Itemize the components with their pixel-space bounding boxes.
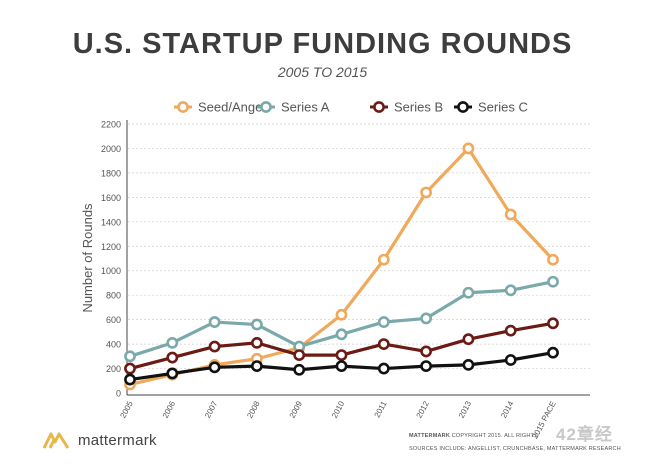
data-point (335, 328, 348, 341)
x-tick-label: 2007 (203, 399, 220, 419)
y-tick-labels: 0 200 400 600 800 1000 1200 1400 1600 1800 2000 220… (101, 120, 121, 399)
y-tick-label: 800 (106, 291, 121, 301)
data-point (420, 186, 432, 199)
data-point (462, 333, 475, 346)
x-tick-label: 2013 (457, 399, 474, 419)
legend-label: Series A (281, 100, 330, 115)
series-lines (124, 142, 559, 391)
y-tick-label: 0 (116, 389, 121, 399)
data-point (504, 208, 517, 221)
data-point (335, 349, 348, 361)
x-tick-label: 2006 (161, 399, 178, 419)
series-series-b (124, 317, 559, 375)
data-point (250, 318, 263, 331)
footer-copyright: MATTERMARK COPYRIGHT 2015. ALL RIGHTS (409, 433, 538, 439)
data-point (462, 358, 475, 371)
data-point (420, 345, 432, 358)
data-point (547, 346, 559, 359)
legend-label: Series C (478, 100, 528, 115)
footer-brand: MATTERMARK (409, 433, 451, 439)
y-tick-label: 1400 (101, 217, 121, 227)
x-tick-label: 2008 (245, 399, 262, 419)
x-tick-label: 2012 (415, 399, 432, 419)
chart-title: U.S. STARTUP FUNDING ROUNDS (72, 28, 573, 60)
y-tick-label: 1600 (101, 193, 121, 203)
data-point (504, 354, 517, 366)
mattermark-logo: mattermark (42, 430, 157, 450)
data-point (250, 360, 263, 372)
series-series-c (124, 346, 559, 386)
y-tick-label: 1200 (101, 242, 121, 252)
x-tick-label: 2009 (288, 399, 305, 419)
data-point (335, 360, 348, 372)
logo-text: mattermark (78, 431, 157, 449)
data-point (547, 275, 559, 288)
footer-sources: SOURCES INCLUDE: ANGELLIST, CRUNCHBASE, … (409, 446, 621, 452)
data-point (462, 286, 475, 299)
data-point (208, 361, 221, 374)
x-tick-label: 2011 (373, 399, 389, 419)
legend-swatch-marker (260, 101, 272, 113)
x-tick-label: 2010 (330, 399, 347, 419)
legend-label: Series B (394, 100, 443, 115)
legend: Seed/Angel Series A Series B Series C (174, 100, 528, 115)
legend-swatch-marker (177, 101, 189, 113)
y-tick-label: 1000 (101, 266, 121, 276)
data-point (377, 316, 390, 328)
data-point (208, 340, 221, 353)
data-point (504, 324, 517, 337)
data-point (124, 350, 136, 363)
data-point (250, 336, 263, 349)
data-point (293, 363, 306, 376)
legend-label: Seed/Angel (198, 100, 265, 115)
y-tick-label: 2000 (101, 144, 121, 154)
data-point (166, 351, 179, 364)
footer-copyright-text: COPYRIGHT 2015. ALL RIGHTS (451, 433, 538, 439)
data-point (293, 349, 306, 361)
axes (126, 120, 590, 396)
y-tick-label: 200 (106, 364, 121, 374)
data-point (547, 317, 559, 330)
data-point (166, 367, 179, 380)
watermark: 42章经 (556, 425, 613, 444)
data-point (166, 336, 179, 349)
x-tick-label: 2005 (118, 399, 135, 419)
data-point (420, 312, 432, 325)
data-point (377, 338, 390, 350)
data-point (547, 253, 559, 266)
data-point (335, 308, 348, 321)
data-point (124, 362, 136, 375)
series-line (129, 146, 555, 386)
data-point (377, 362, 390, 375)
y-tick-label: 600 (106, 315, 121, 325)
legend-swatch-marker (373, 101, 385, 113)
data-point (377, 253, 390, 266)
y-axis-label: Number of Rounds (80, 203, 95, 313)
data-point (420, 360, 432, 372)
legend-swatch-marker (457, 101, 469, 113)
y-tick-label: 400 (106, 340, 121, 350)
chart-subtitle: 2005 TO 2015 (277, 64, 368, 80)
data-point (462, 142, 475, 155)
data-point (208, 316, 221, 328)
x-tick-label: 2014 (499, 399, 516, 419)
data-point (504, 284, 517, 297)
y-tick-label: 2200 (101, 120, 121, 130)
data-point (124, 373, 136, 386)
y-tick-label: 1800 (101, 168, 121, 178)
mattermark-logo-icon (42, 432, 70, 449)
grid-lines (128, 123, 590, 369)
